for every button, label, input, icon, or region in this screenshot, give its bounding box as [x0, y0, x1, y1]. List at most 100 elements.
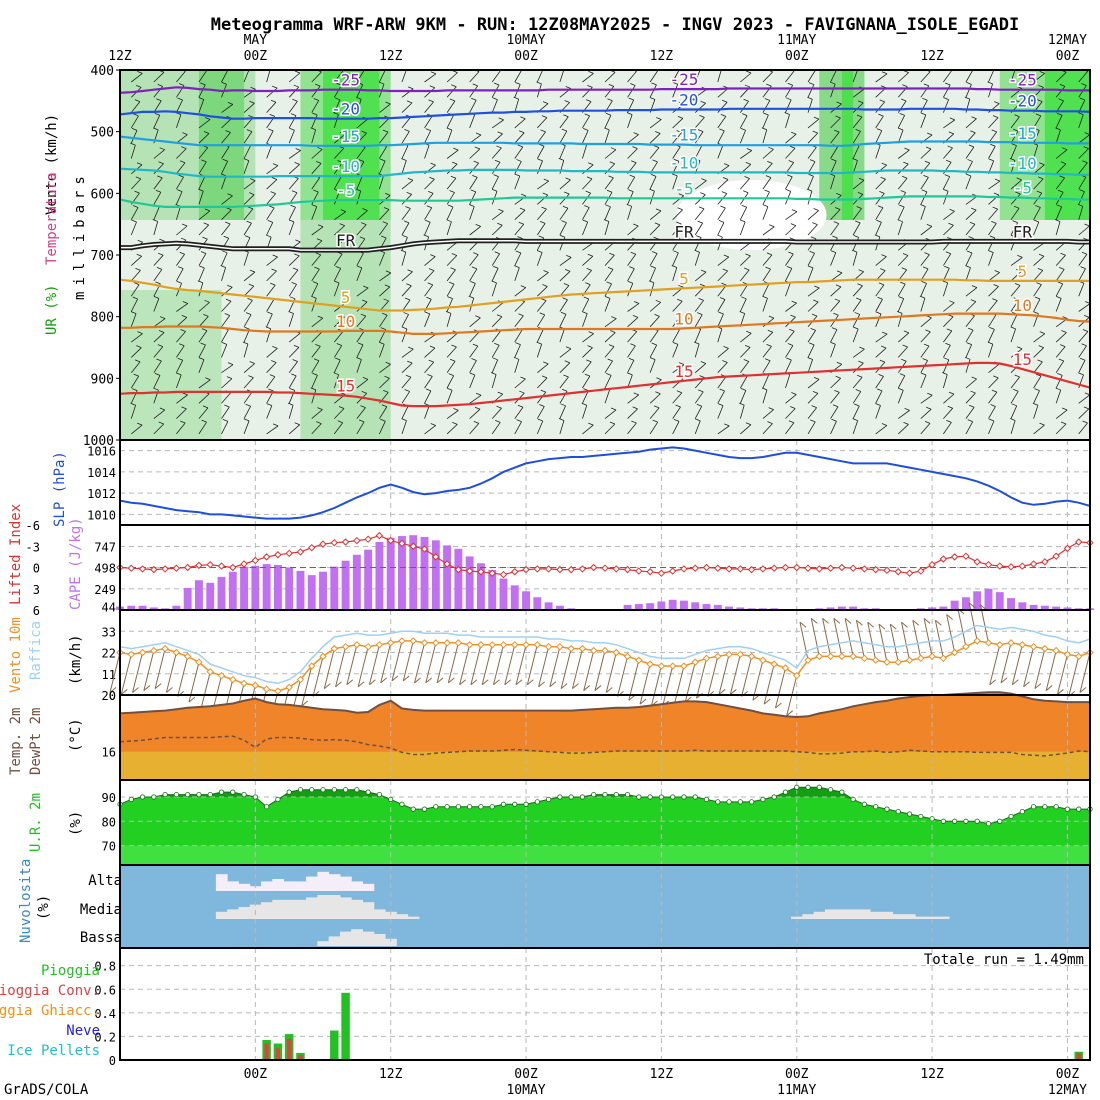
wind-barb-flag [1034, 683, 1042, 690]
wind-barb [1056, 654, 1068, 695]
rh-point [985, 821, 992, 827]
wind-barb [807, 132, 819, 144]
rh-point [782, 789, 789, 795]
wind-barb-flag [246, 129, 253, 132]
cloud-high-bar [351, 881, 363, 891]
wind-barb [401, 145, 409, 159]
wind-barb-flag [745, 422, 752, 426]
wind-barb-flag [651, 342, 657, 346]
wind-barb-flag [853, 326, 859, 330]
wind-barb-flag [565, 177, 571, 181]
wind-barb-flag [379, 158, 386, 162]
wind-barb-flag [177, 97, 183, 101]
wind-barb-flag [383, 390, 389, 393]
cloud-mid-bar [847, 909, 860, 919]
wind-barb-flag [245, 312, 252, 316]
wind-barb-flag [564, 191, 570, 195]
wind-point [714, 652, 722, 661]
wind-barb-flag [1057, 281, 1063, 285]
wind-barb-flag [520, 116, 526, 120]
wind-barb [604, 298, 611, 312]
top-date-label: 11MAY [777, 33, 816, 48]
rain-conv-bar [1076, 1052, 1081, 1060]
wind-barb [672, 300, 683, 312]
wind-barb [807, 84, 815, 98]
wind-barb-flag [677, 298, 683, 302]
wind-barb [965, 329, 974, 343]
wind-barb [897, 255, 909, 266]
wind-barb-flag [317, 315, 323, 319]
wind-barb-flag [1079, 357, 1086, 361]
wind-barb [694, 343, 700, 358]
label-pioggia-ghiacc: Pioggia Ghiacc. [0, 1003, 100, 1019]
wind-barb [878, 624, 888, 663]
isotherm-label: -15 [670, 126, 699, 145]
cloud-high-bar [227, 881, 239, 891]
wind-barb-flag [700, 361, 706, 364]
cape-tick-label: 747 [94, 541, 116, 555]
wind-barb [627, 345, 636, 358]
wind-barb-flag [678, 362, 685, 366]
wind-point [420, 639, 429, 647]
wind-barb [153, 115, 161, 129]
wind-barb [1055, 206, 1063, 220]
wind-barb-flag [358, 159, 365, 163]
wind-barb [153, 221, 159, 236]
wind-barb-flag [294, 162, 300, 165]
wind-barb [694, 117, 705, 129]
wind-barb-flag [831, 158, 837, 162]
label-millibars: millibars [72, 170, 88, 300]
y-tick-label: 800 [91, 311, 114, 326]
wind-barb-flag [446, 387, 453, 391]
wind-barb-flag [743, 98, 749, 102]
wind-barb-flag [786, 97, 792, 101]
cape-bar [341, 560, 350, 610]
wind-barb-flag [248, 114, 254, 118]
li-point [161, 565, 169, 573]
wind-barb [830, 344, 836, 358]
wind-barb-flag [335, 357, 341, 361]
wind-barb [875, 299, 883, 312]
wind-barb [536, 146, 545, 159]
wind-barb [198, 119, 211, 129]
y-tick-label: 500 [91, 126, 114, 141]
rh-point [749, 799, 755, 805]
wind-barb-flag [766, 252, 773, 256]
wind-barb-flag [202, 405, 209, 409]
wind-barb-flag [858, 269, 864, 273]
wind-barb-flag [402, 67, 407, 69]
wind-barb [491, 422, 501, 435]
wind-barb-flag [899, 113, 905, 116]
li-point [646, 568, 654, 576]
wind-barb-flag [656, 117, 662, 120]
wind-point [894, 658, 902, 666]
wind-point [996, 641, 1004, 649]
y-tick-label: 0.4 [94, 1007, 116, 1021]
wind-barb-flag [856, 619, 863, 626]
wind-barb [852, 222, 861, 236]
wind-barb [988, 314, 997, 328]
rh-point [1031, 804, 1037, 810]
wind-barb [830, 286, 842, 297]
wind-barb-flag [992, 206, 998, 210]
wind-barb [243, 252, 249, 266]
wind-barb [649, 330, 659, 343]
wind-barb [582, 405, 588, 419]
cape-bar [296, 570, 305, 610]
wind-barb [649, 344, 658, 358]
wind-barb-flag [472, 343, 479, 347]
li-point [398, 539, 406, 548]
rh-point [342, 787, 349, 793]
wind-barb-flag [844, 617, 852, 624]
wind-barb [988, 223, 997, 236]
wind-barb [538, 646, 550, 687]
wind-barb-flag [746, 330, 752, 334]
rh-point [929, 816, 935, 822]
wind-barb [627, 134, 639, 144]
wind-barb-flag [1080, 266, 1086, 270]
wind-barb-flag [471, 97, 477, 101]
wind-barb-flag [1079, 687, 1087, 693]
wind-barb-flag [356, 357, 362, 360]
wind-barb-flag [358, 419, 365, 423]
wind-barb-flag [267, 220, 273, 223]
